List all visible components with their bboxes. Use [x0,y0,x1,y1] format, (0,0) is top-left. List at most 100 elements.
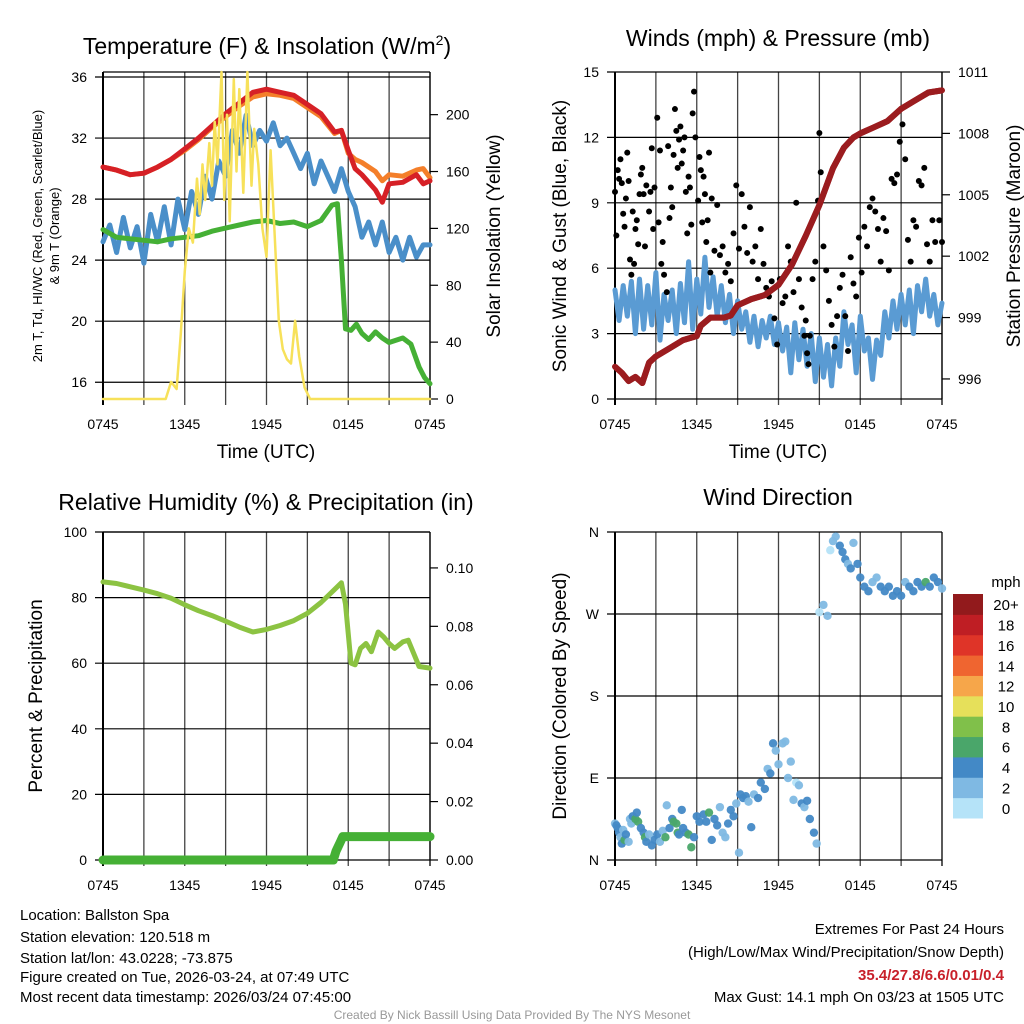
gust-point [891,180,898,187]
direction-point [707,835,716,845]
gust-point [614,167,621,174]
y2-tick-label: 1008 [958,125,989,141]
gust-point [926,258,933,265]
gust-point [768,278,775,285]
colorbar-label: 6 [1002,740,1010,757]
y-tick-label: 16 [71,374,87,390]
gust-point [842,313,849,320]
colorbar-label: 10 [998,699,1015,716]
y2-tick-label: 996 [958,371,982,387]
direction-point [809,828,819,837]
direction-point [721,833,730,842]
y-tick-label: E [590,770,599,786]
direction-point [760,784,770,794]
colorbar-label: 4 [1002,760,1010,777]
gust-point [700,173,707,180]
direction-point [786,757,795,766]
colorbar-swatch [953,695,983,717]
gust-point [864,243,871,250]
gust-point [798,304,805,311]
gust-point [913,223,920,230]
gust-point [782,293,789,300]
colorbar-label: 2 [1002,780,1010,797]
direction-point [937,584,947,593]
direction-point [702,817,711,826]
x-tick-label: 0745 [926,416,957,432]
series-solar-insolation [101,70,432,401]
gust-point [774,341,781,348]
gust-point [631,260,638,267]
colorbar-swatch [953,736,983,758]
gust-point [858,269,865,276]
colorbar-swatch [953,716,983,738]
direction-point [644,830,654,839]
gust-point [637,171,644,178]
gust-point [616,175,623,182]
y2-tick-label: 80 [446,277,462,293]
gust-point [699,219,706,226]
x-tick-label: 1345 [681,877,712,893]
gust-point [711,247,718,254]
y-tick-label: 15 [583,64,599,80]
direction-point [802,796,812,805]
gust-point [749,258,756,265]
direction-point [744,797,753,806]
x-tick-label: 0145 [333,416,364,432]
gust-point [939,239,945,246]
direction-point [856,573,865,582]
gust-point [899,121,906,128]
gust-point [779,300,786,307]
gust-point [667,184,674,191]
colorbar-swatch [953,655,983,676]
gust-point [831,343,838,350]
series-td [100,201,433,387]
direction-point [925,582,934,591]
gust-point [669,204,676,211]
gust-point [678,160,685,167]
direction-point [621,830,631,839]
direction-point [729,812,738,821]
gust-point [744,249,751,256]
gust-point [727,278,734,285]
direction-point [712,821,722,830]
gust-point [929,217,936,224]
y2-tick-label: 0.04 [446,735,473,751]
gust-point [633,217,640,224]
gust-point [804,350,811,357]
direction-point [624,837,633,846]
gust-point [691,88,698,95]
gust-point [730,230,737,237]
y-tick-label: 12 [583,129,599,145]
gust-point [785,243,792,250]
y-tick-label: 60 [71,655,87,671]
x-tick-label: 1945 [763,877,794,893]
direction-point [812,839,821,848]
y-tick-label: W [586,606,600,622]
gust-point [760,260,767,267]
y-tick-label: 24 [71,252,87,268]
y-tick-label: 100 [64,524,88,540]
gust-point [641,243,648,250]
gust-point [659,239,666,246]
gust-point [771,315,778,322]
y-tick-label: S [590,688,599,704]
gust-point [866,204,873,211]
direction-point [853,559,862,569]
gust-point [629,208,636,215]
y2-tick-label: 1011 [958,64,988,80]
gust-point [617,156,624,163]
colorbar-label: 0 [1002,801,1010,818]
gust-point [628,271,635,278]
direction-point [933,577,943,587]
gust-point [651,184,658,191]
gust-point [885,267,892,274]
y2-tick-label: 0.02 [446,794,473,810]
y-tick-label: 80 [71,590,87,606]
colorbar-swatch [953,756,983,778]
gust-point [692,134,699,141]
direction-point [768,739,778,748]
colorbar-label: 20+ [993,597,1019,614]
gust-point [658,260,665,267]
